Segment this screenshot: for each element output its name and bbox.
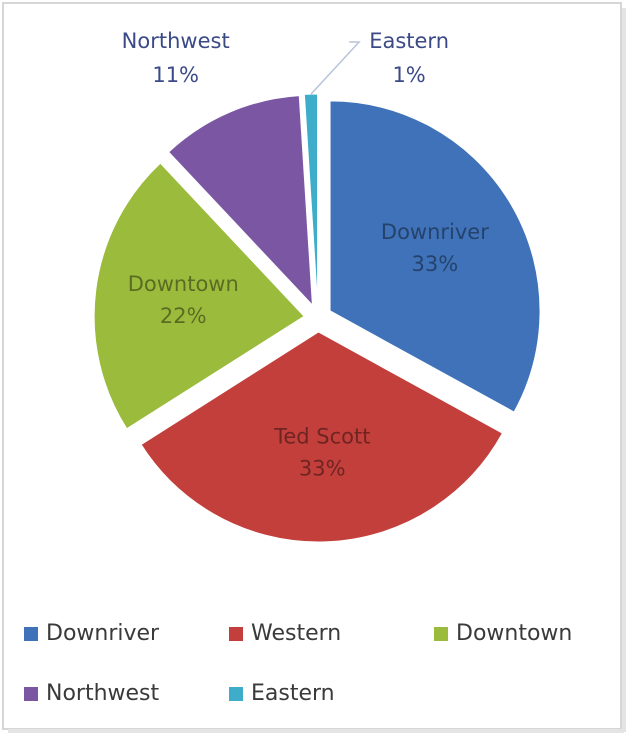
- slice-value-label: 11%: [152, 63, 199, 87]
- pie-slice: [329, 100, 541, 413]
- legend-label: Downriver: [46, 621, 160, 646]
- slice-label: Northwest: [122, 29, 230, 53]
- legend-label: Northwest: [46, 681, 160, 706]
- pie-slice: [167, 95, 314, 307]
- legend-swatch: [229, 627, 243, 641]
- slice-label: Downriver: [381, 220, 489, 244]
- legend-label: Eastern: [251, 681, 335, 706]
- pie-slice: [93, 162, 305, 430]
- slice-value-label: 33%: [412, 252, 459, 276]
- legend-swatch: [24, 627, 38, 641]
- legend-label: Downtown: [456, 621, 572, 646]
- slice-label: Eastern: [369, 29, 449, 53]
- leader-line: [310, 41, 361, 95]
- pie-slice: [303, 93, 319, 305]
- slice-value-label: 1%: [392, 63, 425, 87]
- legend-swatch: [24, 687, 38, 701]
- legend-swatch: [229, 687, 243, 701]
- slice-label: Downtown: [128, 272, 239, 296]
- slice-label: Ted Scott: [273, 425, 370, 449]
- pie-slice: [140, 331, 504, 543]
- slice-value-label: 22%: [160, 304, 207, 328]
- slice-value-label: 33%: [299, 457, 346, 481]
- legend-swatch: [434, 627, 448, 641]
- legend-label: Western: [251, 621, 341, 646]
